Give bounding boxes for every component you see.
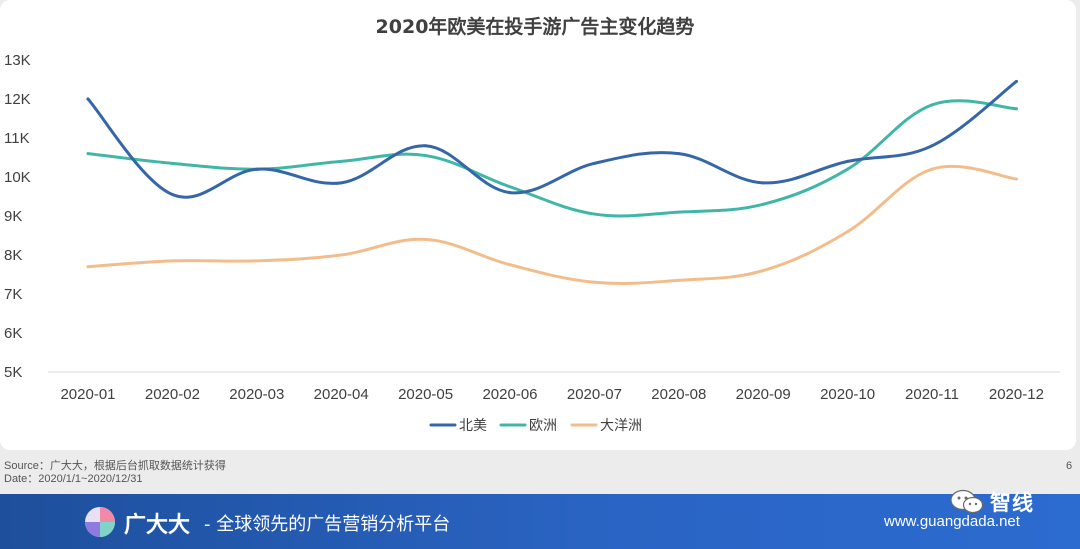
y-tick-label: 7K: [4, 286, 22, 303]
data-point: [339, 159, 343, 163]
data-point: [677, 210, 681, 214]
y-tick-label: 13K: [4, 52, 31, 69]
data-point: [86, 265, 90, 269]
x-tick-label: 2020-08: [651, 386, 706, 403]
y-tick-label: 10K: [4, 169, 31, 186]
y-tick-label: 6K: [4, 325, 22, 342]
brand-name: 广大大: [124, 513, 191, 538]
data-point: [592, 212, 596, 216]
data-point: [424, 154, 428, 158]
series-line-0: [86, 79, 1018, 199]
legend-label: 大洋洲: [600, 418, 642, 434]
data-point: [761, 269, 765, 273]
data-point: [592, 280, 596, 284]
line-chart: 2020年欧美在投手游广告主变化趋势 5K 6K 7K 8K 9K 10K 11K 12K 13…: [4, 15, 1060, 434]
chart-title: 2020年欧美在投手游广告主变化趋势: [376, 15, 695, 38]
wechat-watermark: 智线: [950, 487, 1034, 517]
x-axis: 2020-01 2020-02 2020-03 2020-04 2020-05 2020-…: [60, 386, 1043, 403]
x-tick-label: 2020-02: [145, 386, 200, 403]
data-point: [170, 161, 174, 165]
data-point: [1014, 177, 1018, 181]
data-point: [677, 152, 681, 156]
y-tick-label: 12K: [4, 91, 31, 108]
data-point: [1014, 79, 1018, 83]
data-point: [846, 167, 850, 171]
date-text: Date：2020/1/1~2020/12/31: [4, 473, 143, 485]
data-point: [846, 230, 850, 234]
legend-label: 欧洲: [529, 418, 557, 434]
x-tick-label: 2020-12: [989, 386, 1044, 403]
x-tick-label: 2020-04: [314, 386, 369, 403]
wechat-icon: [950, 489, 984, 514]
data-point: [846, 159, 850, 163]
data-point: [86, 152, 90, 156]
data-point: [761, 202, 765, 206]
data-point: [508, 263, 512, 267]
footer-banner: [0, 494, 1080, 549]
chart-legend: 北美 欧洲 大洋洲: [429, 418, 642, 434]
data-point: [86, 97, 90, 101]
data-point: [255, 167, 259, 171]
brand-slogan: - 全球领先的广告营销分析平台: [204, 514, 451, 535]
data-point: [339, 181, 343, 185]
x-tick-label: 2020-01: [60, 386, 115, 403]
data-point: [508, 185, 512, 189]
y-tick-label: 5K: [4, 364, 22, 381]
data-point: [930, 144, 934, 148]
x-tick-label: 2020-06: [482, 386, 537, 403]
data-point: [170, 193, 174, 197]
legend-label: 北美: [459, 418, 487, 434]
x-tick-label: 2020-03: [229, 386, 284, 403]
data-point: [255, 259, 259, 263]
brand-logo-icon: [85, 507, 115, 537]
data-point: [761, 181, 765, 185]
y-tick-label: 8K: [4, 247, 22, 264]
x-tick-label: 2020-05: [398, 386, 453, 403]
data-point: [424, 237, 428, 241]
chart-card: [0, 0, 1076, 450]
wechat-label: 智线: [990, 491, 1034, 515]
x-tick-label: 2020-07: [567, 386, 622, 403]
y-axis: 5K 6K 7K 8K 9K 10K 11K 12K 13K: [4, 52, 31, 381]
page-number: 6: [1066, 460, 1073, 472]
data-point: [424, 144, 428, 148]
data-point: [677, 278, 681, 282]
data-point: [930, 167, 934, 171]
site-url[interactable]: www.guangdada.net: [884, 513, 1020, 530]
y-tick-label: 9K: [4, 208, 22, 225]
y-tick-label: 11K: [4, 130, 30, 147]
data-point: [508, 191, 512, 195]
data-point: [592, 161, 596, 165]
data-point: [170, 259, 174, 263]
source-text: Source：广大大，根据后台抓取数据统计获得: [4, 460, 226, 472]
data-point: [1014, 107, 1018, 111]
x-tick-label: 2020-11: [905, 386, 959, 403]
x-tick-label: 2020-09: [736, 386, 791, 403]
data-point: [930, 103, 934, 107]
x-tick-label: 2020-10: [820, 386, 875, 403]
series-group: [86, 79, 1018, 286]
data-point: [339, 253, 343, 257]
series-line-2: [86, 164, 1018, 286]
source-note: Source：广大大，根据后台抓取数据统计获得 Date：2020/1/1~20…: [4, 460, 226, 486]
